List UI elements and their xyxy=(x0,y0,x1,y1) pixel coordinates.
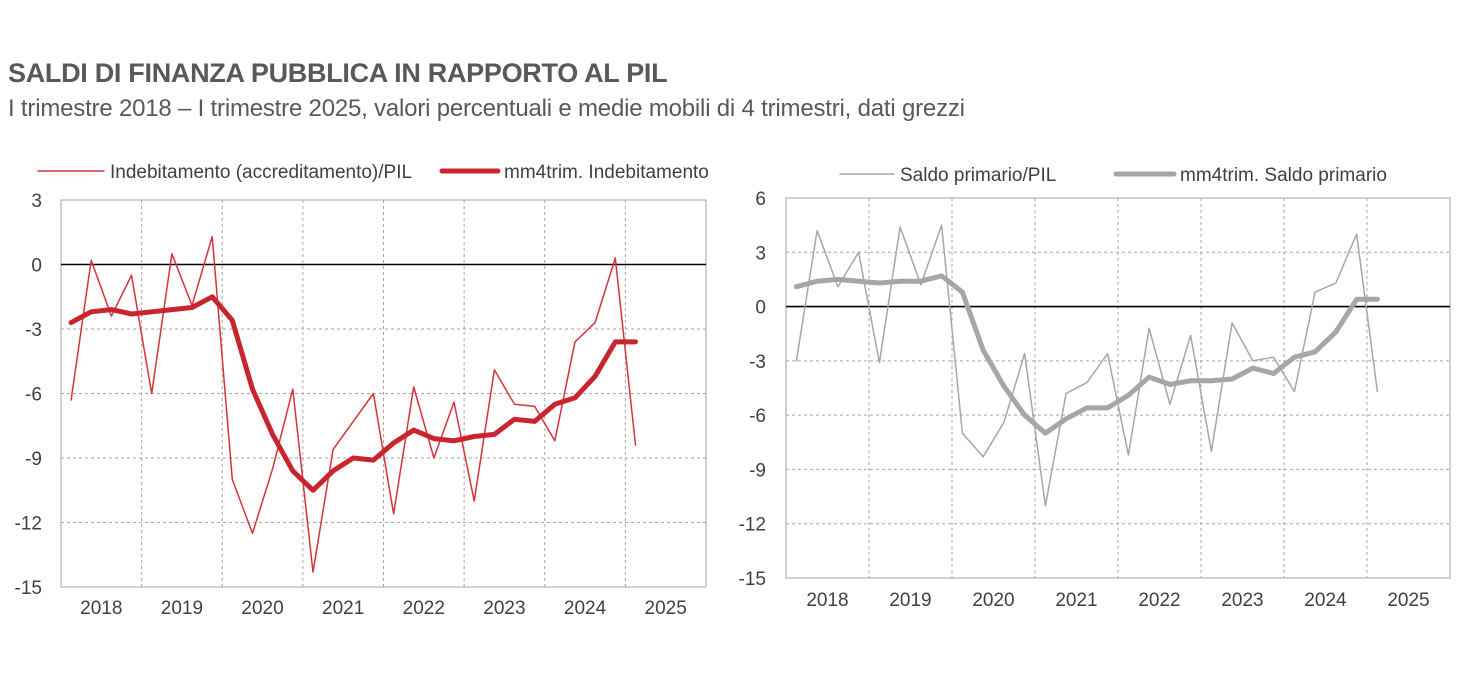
x-tick-label: 2018 xyxy=(806,590,848,611)
y-tick-label: -6 xyxy=(25,385,42,406)
legend-label: Saldo primario/PIL xyxy=(900,165,1056,186)
x-tick-label: 2018 xyxy=(80,598,122,619)
x-tick-label: 2021 xyxy=(322,598,364,619)
y-tick-label: -6 xyxy=(749,406,766,427)
y-tick-label: 0 xyxy=(31,256,42,277)
y-tick-label: -3 xyxy=(25,320,42,341)
y-tick-label: -15 xyxy=(15,578,42,599)
y-tick-label: -9 xyxy=(25,449,42,470)
y-tick-label: -12 xyxy=(15,514,42,535)
legend-label: mm4trim. Indebitamento xyxy=(504,162,709,183)
x-tick-label: 2020 xyxy=(972,590,1014,611)
x-tick-label: 2025 xyxy=(645,598,687,619)
x-tick-label: 2024 xyxy=(564,598,607,619)
y-tick-label: -12 xyxy=(739,515,766,536)
y-tick-label: 6 xyxy=(755,189,766,210)
series-line-moving-average xyxy=(68,294,638,493)
series-line-moving-average xyxy=(793,273,1380,436)
page-title: SALDI DI FINANZA PUBBLICA IN RAPPORTO AL… xyxy=(8,58,668,88)
series-line-raw xyxy=(795,224,1379,507)
x-tick-label: 2022 xyxy=(1138,590,1180,611)
y-tick-label: 3 xyxy=(31,191,42,212)
y-tick-label: 3 xyxy=(755,243,766,264)
plot-area xyxy=(785,197,1451,579)
x-tick-label: 2023 xyxy=(1221,590,1263,611)
legend-label: mm4trim. Saldo primario xyxy=(1180,165,1387,186)
x-tick-label: 2019 xyxy=(889,590,931,611)
x-tick-label: 2020 xyxy=(241,598,283,619)
x-tick-label: 2022 xyxy=(403,598,445,619)
x-tick-label: 2023 xyxy=(483,598,525,619)
plot-area xyxy=(60,199,707,588)
x-tick-label: 2024 xyxy=(1304,590,1347,611)
y-tick-label: -9 xyxy=(749,460,766,481)
page-subtitle: I trimestre 2018 – I trimestre 2025, val… xyxy=(8,95,965,122)
chart-indebitamento: 3 0 -3 -6 -9 -12 -15 2018 2019 2020 2021 2022 2023 20… xyxy=(15,162,709,619)
x-tick-label: 2025 xyxy=(1387,590,1429,611)
x-tick-label: 2019 xyxy=(161,598,203,619)
legend-label: Indebitamento (accreditamento)/PIL xyxy=(110,162,412,183)
x-tick-label: 2021 xyxy=(1055,590,1097,611)
y-tick-label: -15 xyxy=(739,569,766,590)
y-tick-label: 0 xyxy=(755,298,766,319)
y-tick-label: -3 xyxy=(749,352,766,373)
